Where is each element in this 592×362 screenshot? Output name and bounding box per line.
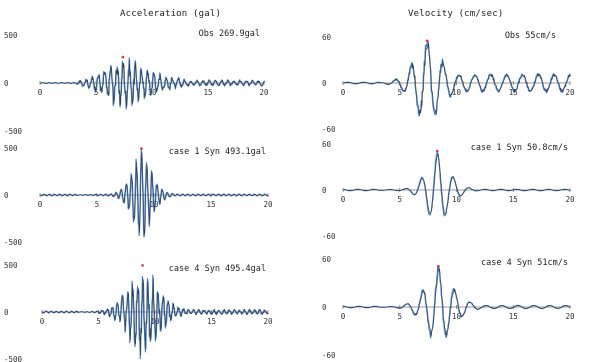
x-tick-label: 10 [452,312,462,321]
velocity-column-title: Velocity (cm/sec) [408,9,504,19]
x-tick-label: 15 [203,88,212,97]
series-line-black [343,43,571,114]
y-tick-label: 60 [322,255,332,264]
x-tick-label: 15 [509,88,518,97]
x-tick-label: 15 [509,195,518,204]
series-line-blue [342,265,571,339]
series-line-black [343,153,571,215]
x-tick-label: 0 [38,200,43,209]
x-tick-label: 20 [565,88,575,97]
x-tick-label: 10 [452,88,462,97]
x-tick-label: 5 [397,312,402,321]
y-tick-label: 500 [4,144,18,153]
panel-peak-label: case 1 Syn 50.8cm/s [471,143,568,153]
y-tick-label: -60 [322,125,336,134]
panel-peak-label: case 1 Syn 493.1gal [169,147,266,157]
y-tick-label: 500 [4,31,18,40]
x-tick-label: 0 [341,195,346,204]
y-tick-label: -60 [322,232,336,241]
peak-marker [140,147,143,150]
y-tick-label: -60 [322,351,336,360]
y-tick-label: -500 [4,127,23,136]
y-tick-label: 0 [4,79,9,88]
x-tick-label: 20 [565,195,575,204]
x-tick-label: 5 [96,317,101,326]
x-tick-label: 5 [397,195,402,204]
x-tick-label: 0 [341,88,346,97]
y-tick-label: 0 [322,303,327,312]
x-tick-label: 5 [94,88,99,97]
x-tick-label: 10 [452,195,462,204]
panel-peak-label: Obs 269.9gal [199,29,260,39]
x-tick-label: 0 [38,88,43,97]
series-line-blue [39,148,269,238]
x-tick-label: 15 [206,200,215,209]
x-tick-label: 20 [565,312,575,321]
x-tick-label: 10 [147,88,157,97]
peak-marker [435,149,439,153]
x-tick-label: 15 [207,317,216,326]
panel-peak-label: case 4 Syn 495.4gal [169,264,266,274]
peak-marker [437,264,440,268]
peak-marker [425,39,429,43]
x-tick-label: 15 [509,312,518,321]
series-line-blue [342,150,571,217]
acceleration-column-title: Acceleration (gal) [120,9,222,19]
x-tick-label: 0 [341,312,346,321]
x-tick-label: 0 [40,317,45,326]
y-tick-label: 0 [4,191,9,200]
y-tick-label: 60 [322,33,332,42]
x-tick-label: 5 [397,88,402,97]
y-tick-label: 60 [322,140,332,149]
y-tick-label: -500 [4,355,23,362]
x-tick-label: 20 [263,317,273,326]
y-tick-label: 0 [322,186,327,195]
y-tick-label: 0 [4,308,9,317]
y-tick-label: 500 [4,261,18,270]
peak-marker [121,55,125,59]
x-tick-label: 20 [259,88,269,97]
series-line-black [343,268,571,336]
peak-marker [141,264,144,267]
x-tick-label: 20 [263,200,273,209]
series-line-black [42,277,269,356]
y-tick-label: -500 [4,238,23,247]
x-tick-label: 5 [95,200,100,209]
panel-peak-label: Obs 55cm/s [505,31,556,41]
y-tick-label: 0 [322,79,327,88]
series-line-black [40,59,265,108]
panel-peak-label: case 4 Syn 51cm/s [481,258,568,268]
series-line-black [40,151,269,235]
